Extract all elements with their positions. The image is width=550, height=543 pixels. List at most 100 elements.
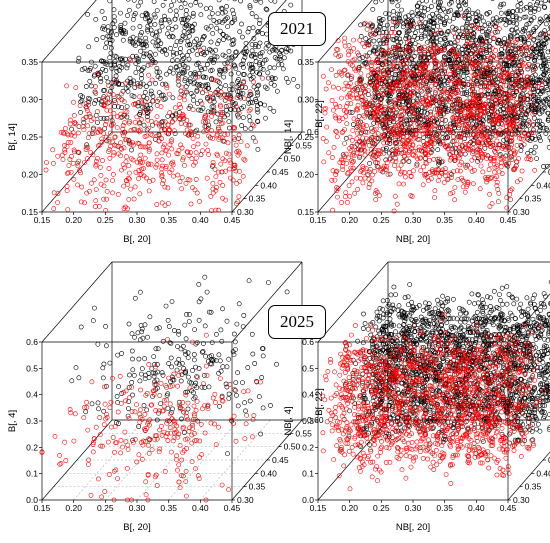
scatter-point (360, 41, 366, 46)
scatter-point (181, 113, 186, 118)
scatter-point (350, 95, 356, 101)
scatter-point (218, 161, 224, 167)
scatter-point (418, 28, 424, 34)
scatter-point (145, 125, 151, 131)
scatter-point (107, 89, 113, 94)
scatter-point (66, 163, 72, 168)
scatter-point (531, 150, 537, 156)
scatter-point (103, 118, 109, 124)
scatter-point (363, 36, 369, 42)
scatter-point (178, 142, 183, 148)
scatter-point (139, 98, 145, 104)
scatter-point (148, 88, 154, 94)
scatter-point (101, 196, 107, 202)
scatter-point (169, 137, 175, 143)
scatter-point (75, 182, 80, 188)
scatter-point (126, 163, 132, 169)
scatter-point (130, 53, 136, 59)
scatter-point (229, 42, 235, 47)
scatter-point (237, 178, 243, 184)
scatter-point (321, 159, 327, 165)
scatter-point (90, 126, 96, 132)
scatter-point (241, 104, 246, 109)
x-tick-label: 0.40 (192, 215, 209, 225)
scatter-point (434, 10, 440, 16)
scatter-point (192, 79, 197, 85)
scatter-point (156, 121, 162, 127)
scatter-point (220, 183, 226, 188)
scatter-point (240, 173, 246, 179)
scatter-point (238, 139, 244, 145)
scatter-point (170, 159, 176, 165)
scatter-point (163, 164, 169, 169)
scatter-point (208, 39, 214, 45)
scatter-point (139, 30, 144, 35)
scatter-point (102, 126, 108, 132)
scatter-point (201, 52, 207, 58)
scatter-point (81, 127, 87, 133)
scatter-point (82, 200, 87, 206)
scatter-point (462, 189, 468, 195)
scatter-point (450, 134, 456, 140)
scatter-point (55, 153, 61, 159)
scatter-point (110, 178, 115, 183)
scatter-point (209, 208, 214, 213)
scatter-point (241, 96, 247, 101)
scatter-point (365, 73, 371, 79)
y-axis-label: B[, 22] (314, 100, 325, 127)
scatter-point (79, 184, 85, 190)
scatter-point (182, 76, 188, 82)
scatter-point (195, 141, 201, 147)
scatter-point (163, 147, 169, 153)
scatter-point (256, 21, 262, 26)
scatter-point (267, 65, 273, 70)
scatter-point (139, 13, 145, 18)
scatter-point (362, 114, 367, 120)
scatter-point (190, 185, 195, 191)
scatter-point (424, 110, 430, 116)
scatter-point (205, 95, 210, 100)
scatter-point (92, 72, 98, 78)
scatter-point (200, 119, 206, 125)
scatter-point (142, 89, 148, 95)
scatter-point (71, 149, 77, 155)
scatter-point (110, 190, 115, 196)
scatter-point (246, 61, 252, 67)
scatter-point (396, 0, 402, 3)
scatter-point (185, 52, 190, 58)
scatter-point (271, 108, 277, 114)
scatter-point (173, 8, 179, 14)
x-tick-label: 0.45 (224, 215, 241, 225)
scatter-point (208, 5, 213, 11)
scatter-point (149, 77, 155, 83)
scatter-point (169, 58, 175, 64)
scatter-point (256, 71, 262, 77)
scatter-point (195, 60, 201, 66)
scatter-point (136, 128, 142, 134)
scatter-point (263, 6, 269, 12)
scatter-point (236, 132, 242, 138)
scatter-point (532, 8, 537, 14)
scatter-point (227, 96, 233, 102)
scatter-point (416, 144, 422, 150)
scatter-point (106, 138, 112, 144)
y-tick-label: 0.6 (307, 127, 319, 137)
scatter-point (260, 61, 265, 67)
scatter-point (220, 112, 225, 117)
scatter-point (87, 188, 92, 194)
scatter-point (149, 118, 154, 124)
scatter-point (455, 0, 461, 4)
scatter-point (204, 62, 210, 67)
scatter-point (226, 64, 232, 70)
scatter-point (268, 81, 274, 86)
scatter-point (207, 46, 212, 52)
scatter-point (249, 11, 255, 16)
scatter-point (187, 103, 193, 109)
scatter-point (150, 98, 156, 104)
scatter-point (192, 70, 198, 75)
scatter-point (144, 127, 150, 133)
scatter-point (169, 113, 175, 119)
scatter-point (132, 126, 137, 132)
scatter-point (96, 126, 102, 132)
scatter-point (192, 21, 197, 27)
